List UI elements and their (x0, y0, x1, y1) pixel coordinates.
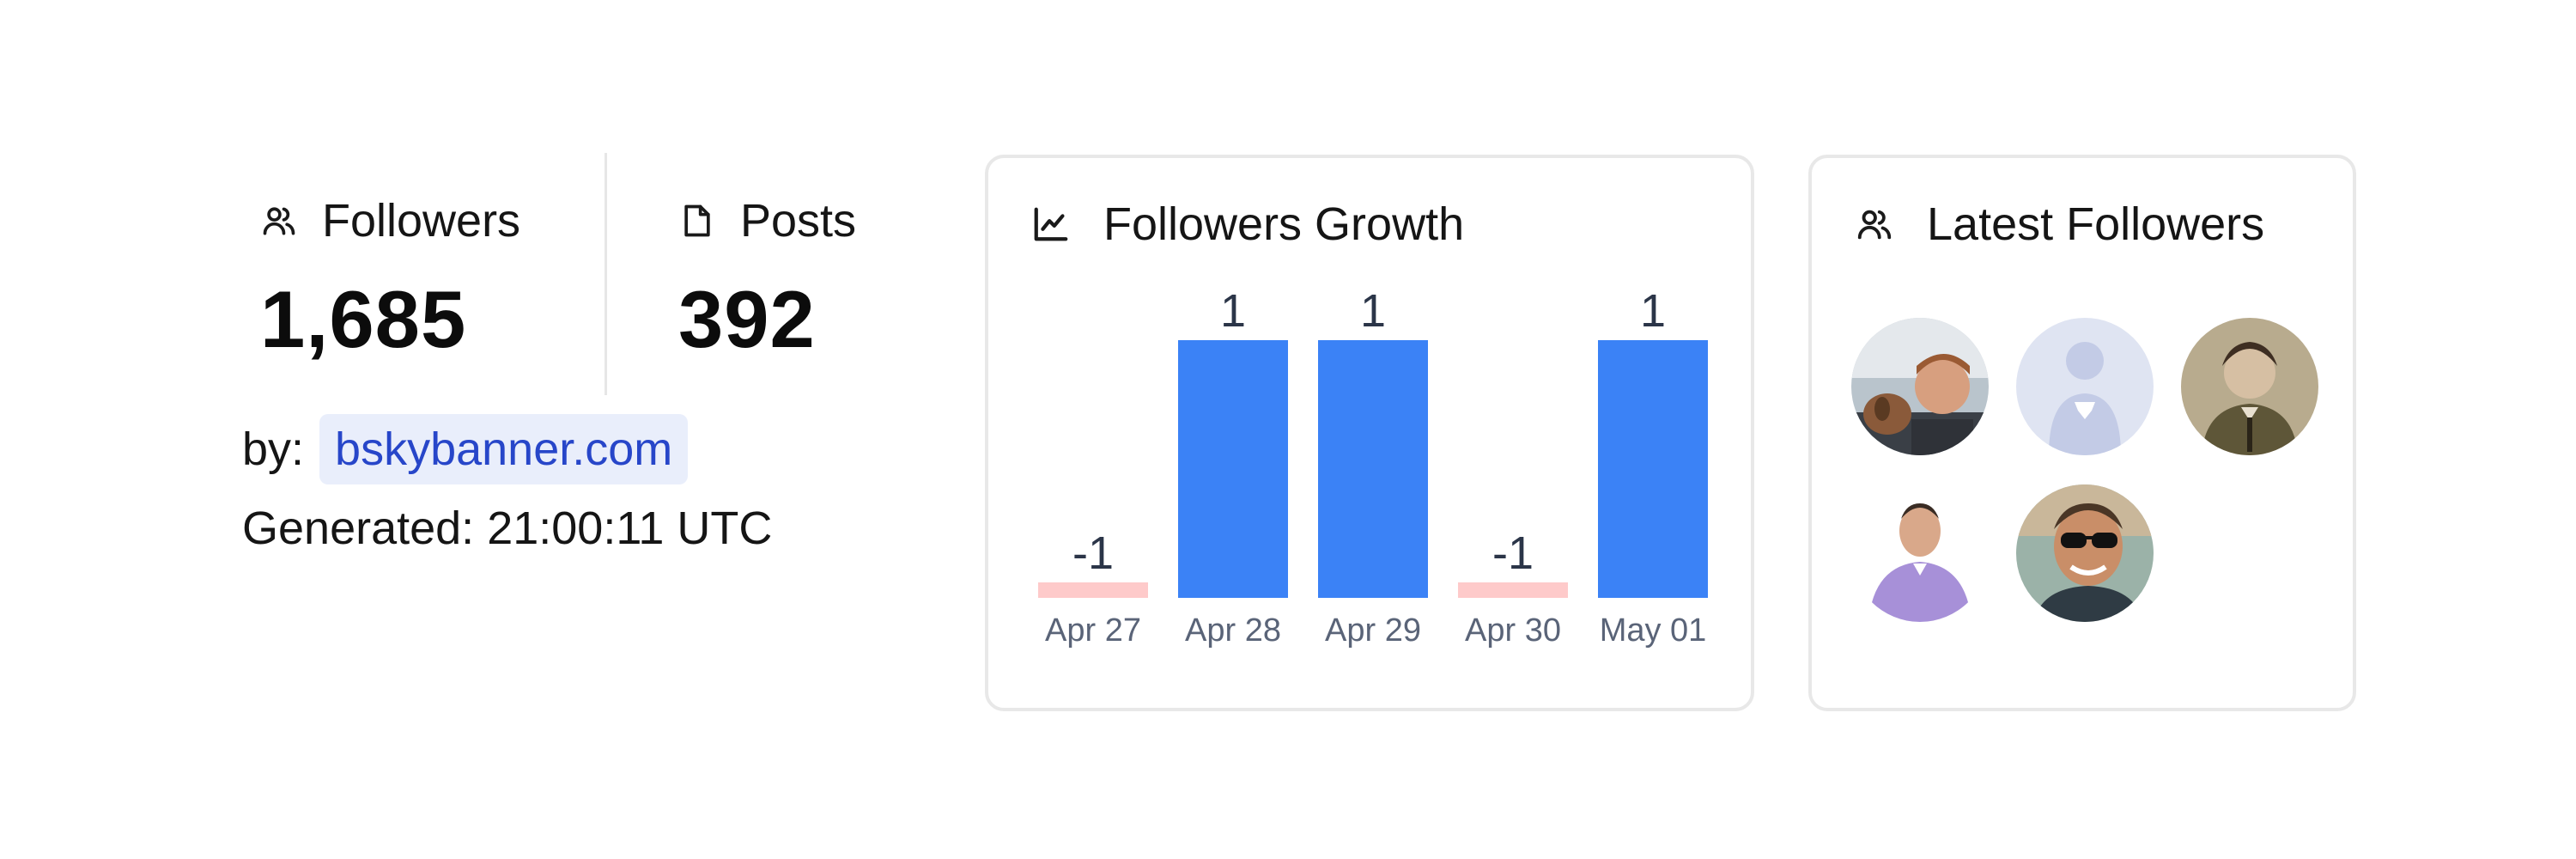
x-tick-label: Apr 29 (1325, 612, 1421, 649)
x-tick-label: Apr 28 (1185, 612, 1281, 649)
posts-header: Posts (678, 191, 987, 251)
followers-growth-card: Followers Growth -1 Apr 27 1 Apr 28 1 Apr 29-… (985, 155, 1754, 711)
posts-stat: Posts 392 (678, 191, 987, 366)
avatar-image (2016, 318, 2154, 455)
data-label: -1 (1492, 527, 1534, 579)
latest-card-header: Latest Followers (1855, 198, 2264, 251)
growth-card-title: Followers Growth (1103, 198, 1465, 250)
data-label: 1 (1220, 287, 1246, 337)
line-chart-icon (1034, 207, 1068, 241)
byline: by: bskybanner.com (242, 414, 689, 484)
avatar-image (1851, 318, 1989, 455)
follower-avatar-1[interactable] (1851, 318, 1989, 455)
generated-timestamp: Generated: 21:00:11 UTC (242, 503, 773, 554)
followers-header: Followers (260, 191, 604, 251)
bar-apr-27 (1038, 582, 1148, 598)
bar-apr-30 (1458, 582, 1568, 598)
follower-avatar-5[interactable] (2016, 484, 2154, 622)
data-label: 1 (1360, 287, 1386, 337)
x-tick-label: Apr 30 (1465, 612, 1561, 649)
users-icon (1857, 210, 1892, 240)
data-label: -1 (1072, 527, 1114, 579)
x-tick-label: Apr 27 (1045, 612, 1141, 649)
stat-divider (605, 153, 607, 395)
follower-avatar-2[interactable] (2016, 318, 2154, 455)
followers-count: 1,685 (260, 274, 467, 364)
follower-avatar-3[interactable] (2181, 318, 2318, 455)
growth-card-header: Followers Growth (1031, 198, 1464, 251)
users-icon (263, 207, 295, 235)
x-tick-label: May 01 (1600, 612, 1707, 649)
byline-label: by: (242, 423, 305, 475)
followers-stat: Followers 1,685 (260, 191, 604, 366)
avatar-image (1851, 484, 1989, 622)
data-label: 1 (1640, 287, 1666, 337)
bar-apr-28 (1178, 340, 1288, 598)
followers-label: Followers (322, 195, 521, 247)
avatar-image (2016, 484, 2154, 622)
bar-apr-29 (1318, 340, 1428, 598)
latest-followers-card: Latest Followers (1808, 155, 2356, 711)
posts-label: Posts (740, 195, 857, 247)
latest-card-title: Latest Followers (1927, 198, 2265, 250)
posts-count: 392 (678, 274, 816, 364)
document-icon (684, 204, 710, 237)
avatar-image (2181, 318, 2318, 455)
bar-may-01 (1598, 340, 1708, 598)
followers-growth-chart: -1 Apr 27 1 Apr 28 1 Apr 29 -1 Apr 30 1 May 01 (1038, 287, 1708, 649)
follower-avatar-4[interactable] (1851, 484, 1989, 622)
byline-link[interactable]: bskybanner.com (319, 414, 689, 484)
